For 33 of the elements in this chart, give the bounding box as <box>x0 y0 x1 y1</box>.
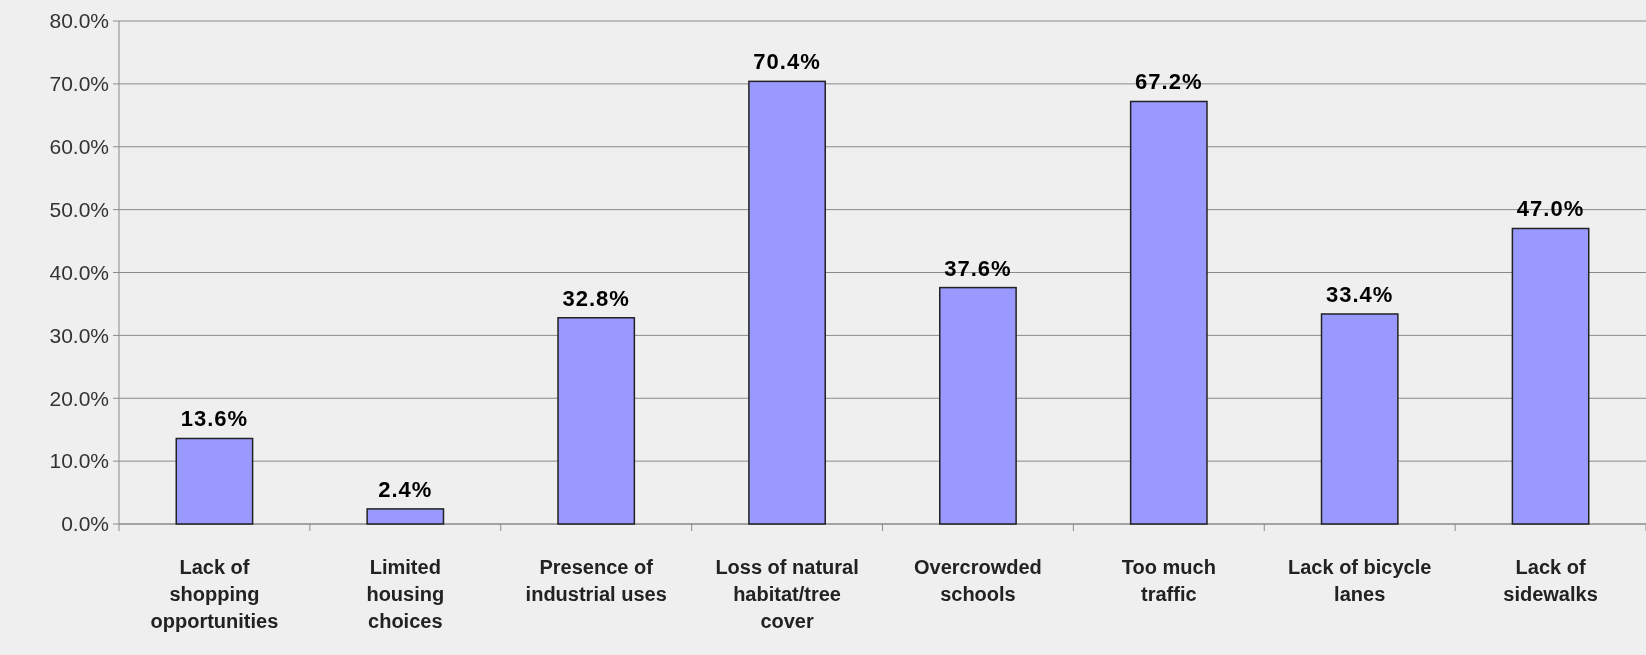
y-tick-label: 80.0% <box>49 9 109 33</box>
y-tick-label: 70.0% <box>49 72 109 96</box>
x-tick-label: Overcrowded schools <box>914 556 1042 605</box>
data-label: 32.8% <box>562 285 630 311</box>
bar <box>1129 100 1208 525</box>
bar <box>366 508 445 525</box>
x-tick-label: Limited housing choices <box>366 556 445 632</box>
x-tick-label: Lack of bicycle lanes <box>1287 556 1432 605</box>
y-tick-label: 20.0% <box>49 386 109 410</box>
data-label: 13.6% <box>180 406 249 432</box>
bar <box>748 80 826 525</box>
y-tick-label: 50.0% <box>49 197 109 221</box>
data-label: 2.4% <box>378 476 433 502</box>
bar <box>557 317 636 525</box>
y-tick-label: 0.0% <box>61 512 109 536</box>
data-label: 67.2% <box>1135 69 1203 95</box>
y-tick-label: 40.0% <box>49 260 109 284</box>
data-label: 37.6% <box>944 255 1012 281</box>
bar <box>1511 227 1590 525</box>
data-label: 33.4% <box>1325 282 1394 307</box>
bar <box>939 286 1017 525</box>
data-label: 70.4% <box>753 49 821 75</box>
y-tick-label: 60.0% <box>49 135 109 159</box>
x-tick-label: Presence of industrial uses <box>525 556 667 605</box>
bar <box>1320 313 1399 525</box>
data-label: 47.0% <box>1516 196 1585 222</box>
x-tick-label: Lack of shopping opportunities <box>150 556 279 632</box>
x-tick-label: Too much traffic <box>1121 556 1216 605</box>
x-tick-label: Lack of sidewalks <box>1503 556 1598 605</box>
x-tick-label: Loss of natural habitat/tree cover <box>715 556 859 632</box>
y-tick-label: 30.0% <box>49 323 109 347</box>
bar <box>175 437 254 525</box>
y-tick-label: 10.0% <box>49 449 109 473</box>
